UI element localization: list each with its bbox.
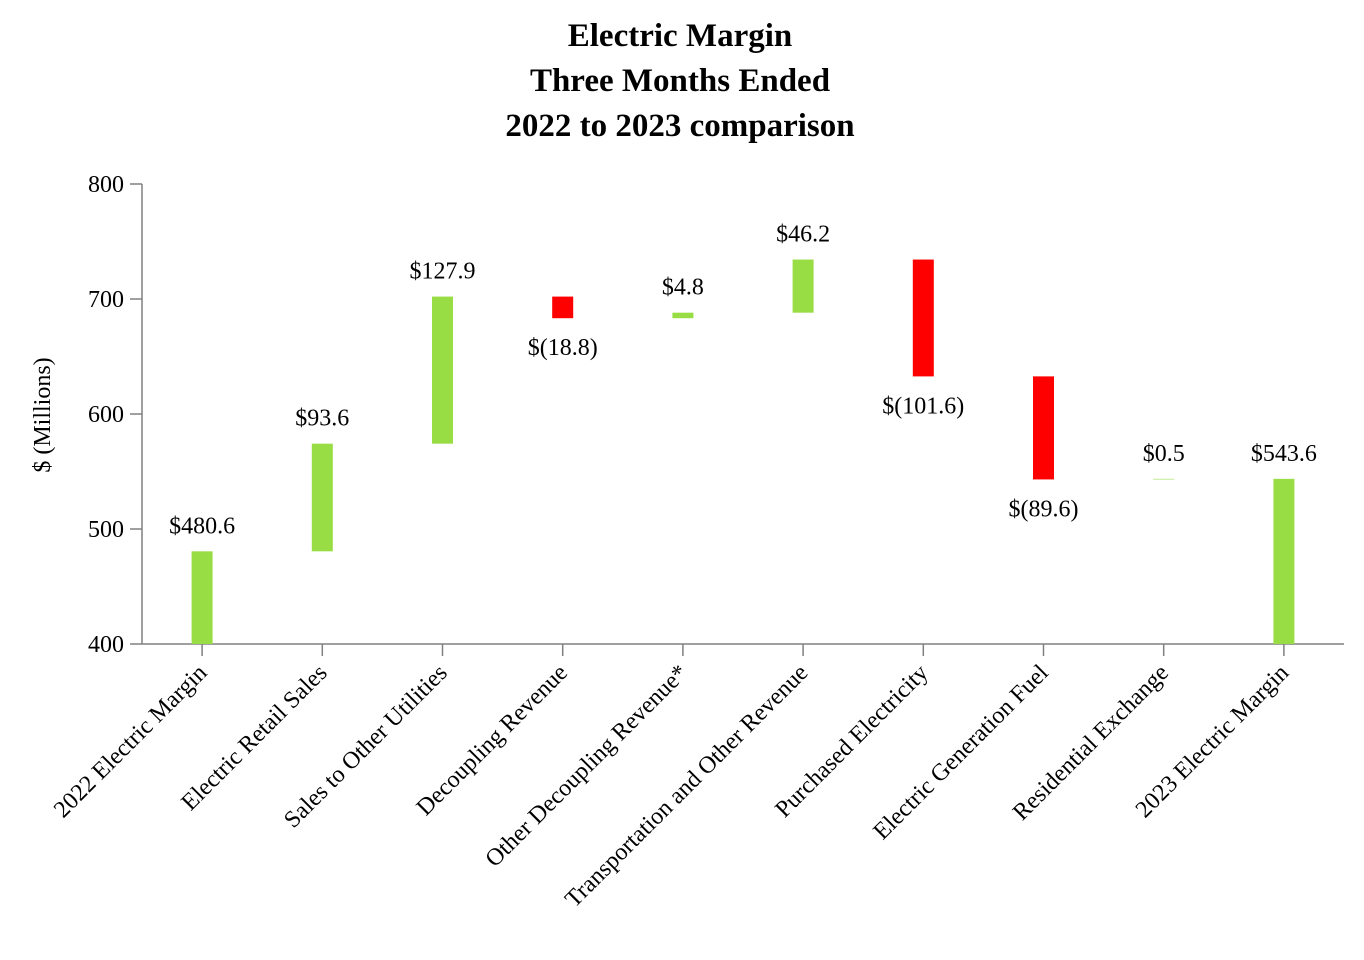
y-tick-label: 700 [88, 287, 124, 313]
bar [191, 551, 213, 644]
bar [1153, 478, 1175, 480]
data-label: $127.9 [410, 259, 476, 285]
bar [552, 296, 574, 319]
data-label: $46.2 [776, 222, 830, 248]
chart-title-line-1: Electric Margin [568, 18, 793, 54]
bar [432, 296, 453, 444]
data-label: $(89.6) [1009, 496, 1079, 522]
bar [672, 312, 694, 319]
y-tick-label: 400 [88, 632, 124, 658]
data-label: $480.6 [169, 513, 235, 539]
bars [191, 259, 1295, 644]
bar [311, 443, 333, 552]
data-label: $4.8 [662, 275, 704, 301]
y-axis-title: $ (Millions) [30, 357, 56, 472]
data-label: $0.5 [1143, 441, 1185, 467]
chart-title-line-2: Three Months Ended [530, 63, 830, 99]
category-label: Other Decoupling Revenue* [481, 660, 694, 873]
data-label: $543.6 [1251, 441, 1317, 467]
chart-title-line-3: 2022 to 2023 comparison [505, 108, 854, 144]
category-label: Transportation and Other Revenue [560, 660, 813, 913]
chart-title: Electric Margin Three Months Ended 2022 … [505, 18, 854, 144]
bar [792, 259, 814, 313]
bar [1033, 376, 1054, 480]
y-tick-label: 800 [88, 172, 124, 198]
y-tick-label: 600 [88, 402, 124, 428]
bar [912, 259, 934, 377]
bar [1273, 478, 1295, 644]
data-label: $(101.6) [882, 393, 964, 419]
data-labels: $480.6 $93.6 $127.9 $(18.8) $4.8 $46.2 $(101.6… [169, 222, 1317, 540]
y-tick-label: 500 [88, 517, 124, 543]
data-label: $(18.8) [528, 335, 598, 361]
axes: 400 500 600 700 800 [88, 172, 1344, 658]
data-label: $93.6 [295, 406, 349, 432]
